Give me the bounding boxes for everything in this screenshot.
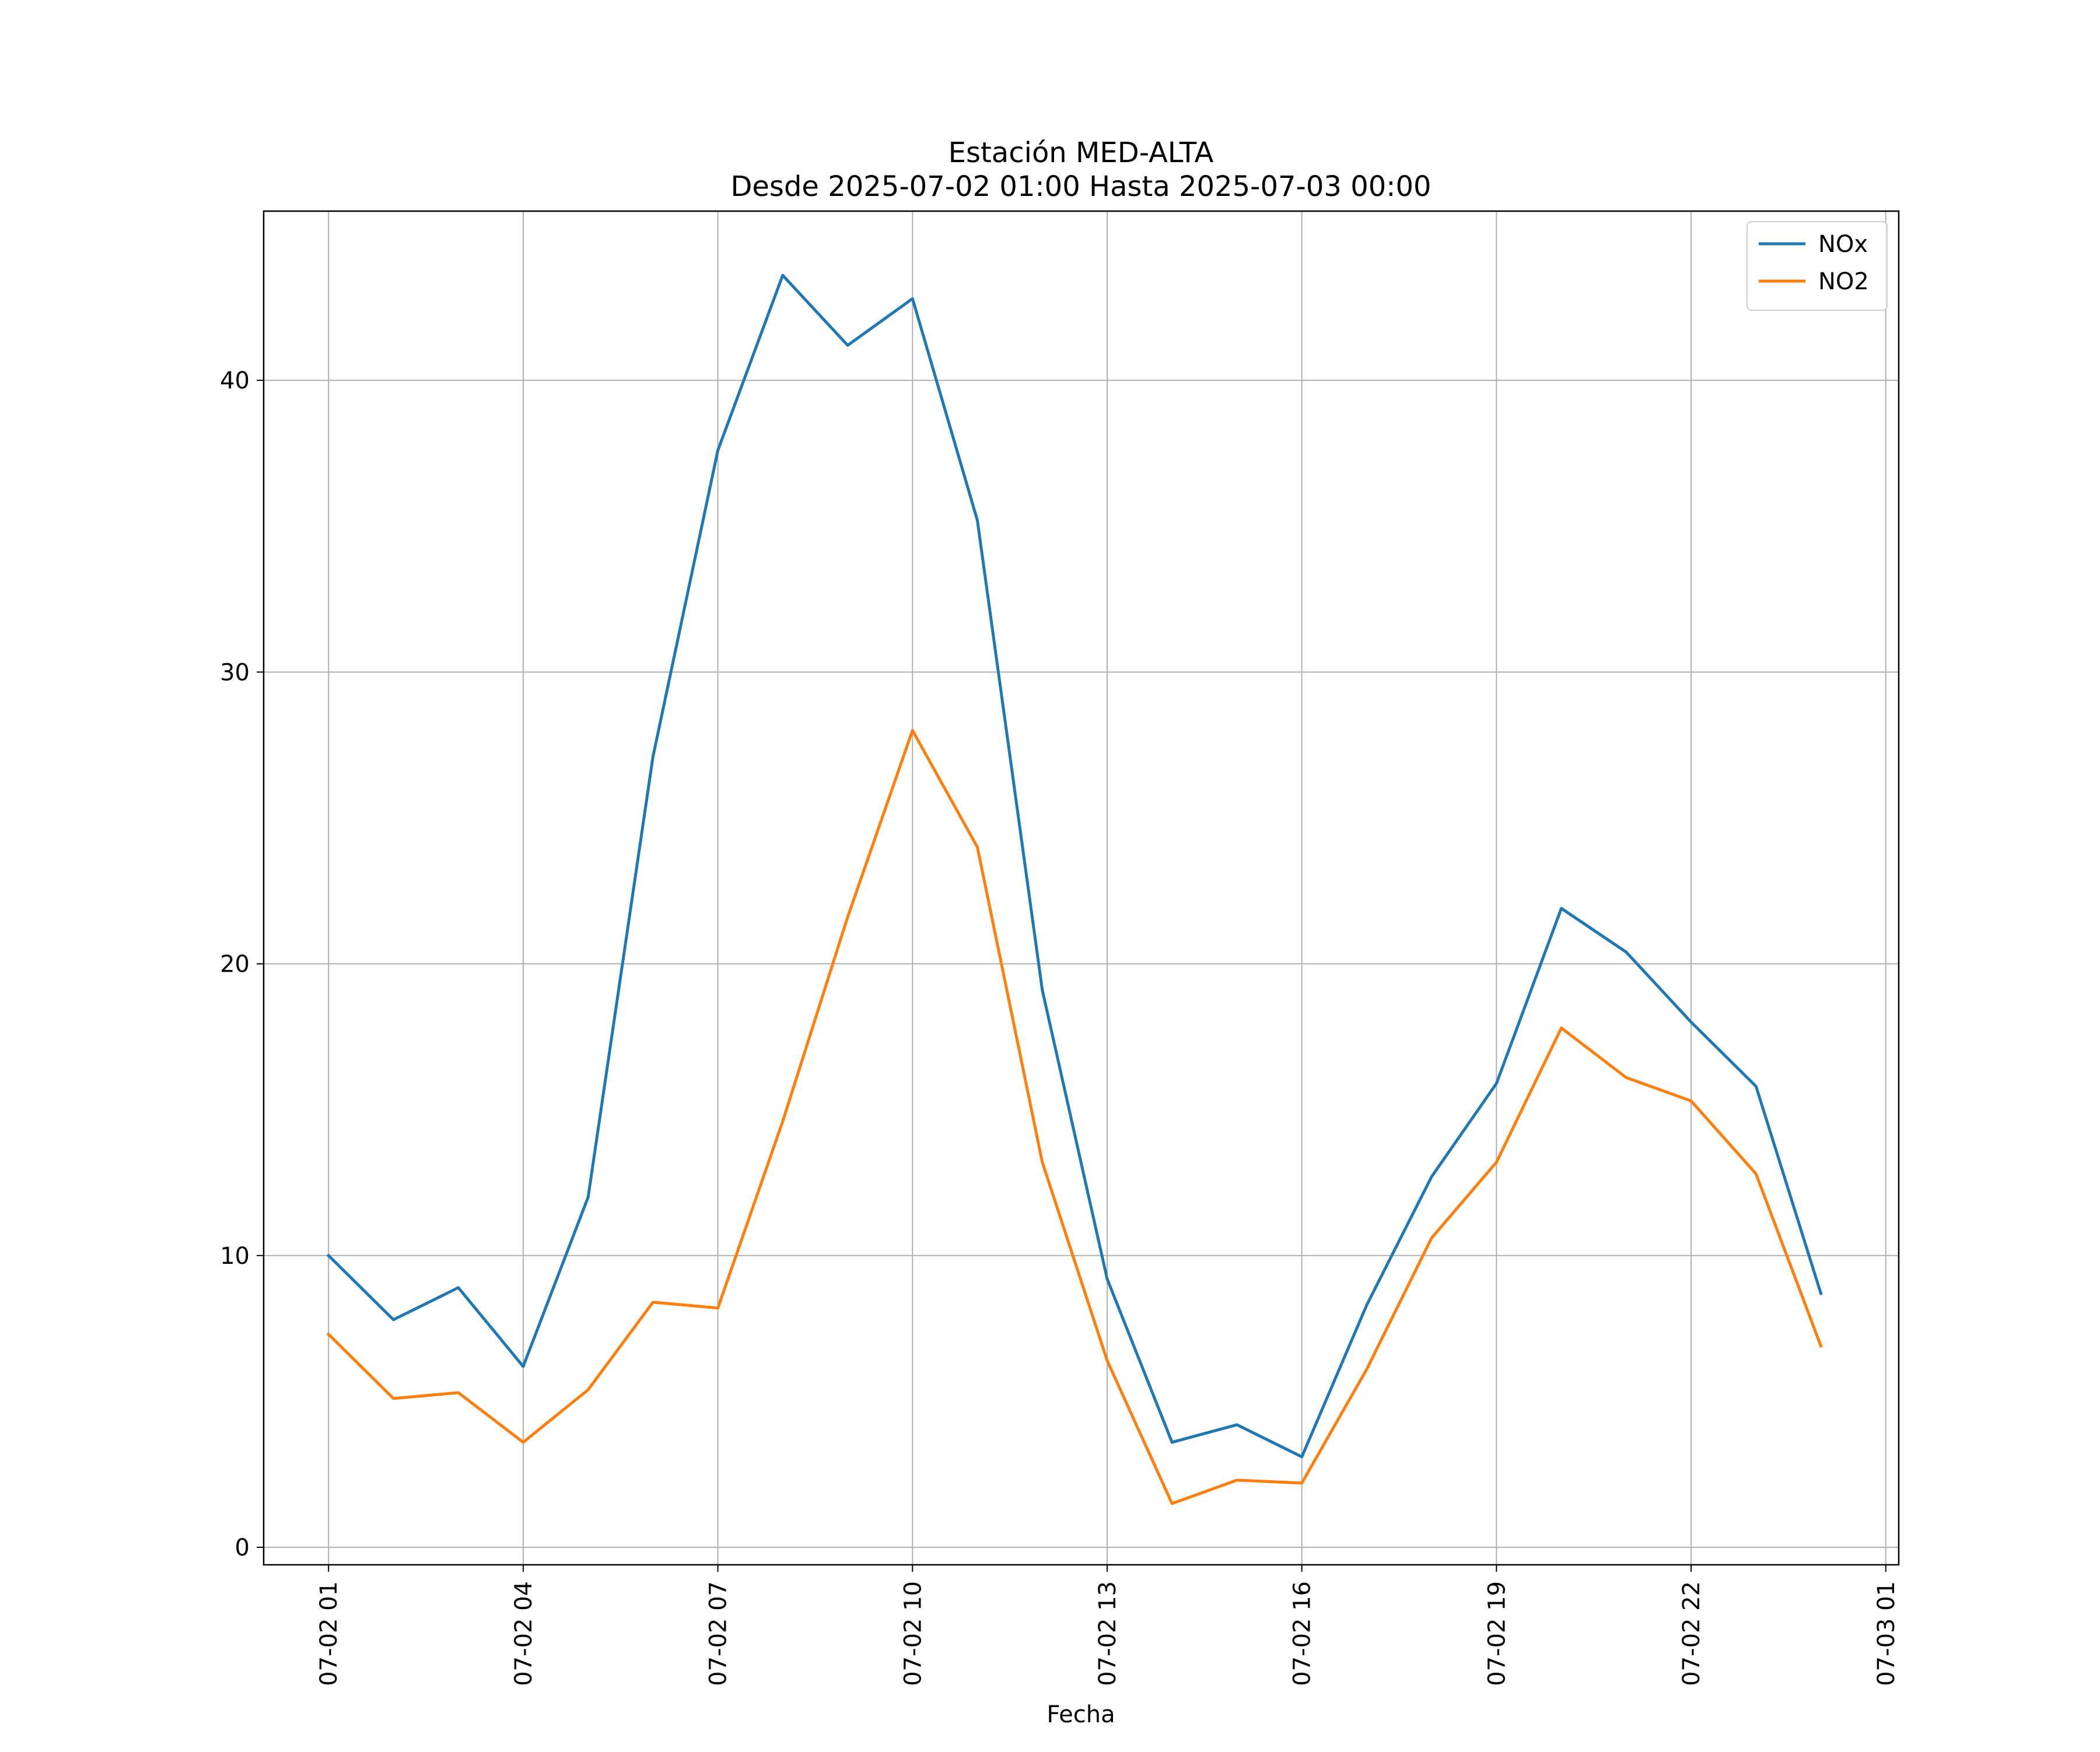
x-tick-label: 07-02 01 (316, 1581, 342, 1686)
x-tick-label: 07-02 16 (1289, 1581, 1316, 1686)
y-tick-label: 40 (220, 367, 250, 394)
series-line-nox (326, 274, 1823, 1459)
grid (264, 211, 1899, 1565)
x-tick-label: 07-02 13 (1094, 1581, 1121, 1686)
x-tick-label: 07-02 22 (1678, 1581, 1705, 1686)
ticks: 0 10 20 30 40 07-02 01 07-02 04 07-02 07 07-02 1… (220, 367, 1900, 1686)
x-tick-label: 07-02 07 (705, 1581, 732, 1686)
y-tick-label: 0 (235, 1534, 250, 1561)
y-tick-label: 30 (220, 659, 250, 686)
chart-title: Estación MED-ALTA (949, 136, 1214, 169)
legend: NOx NO2 (1746, 221, 1888, 311)
y-tick-label: 20 (220, 951, 250, 978)
x-tick-label: 07-02 04 (510, 1581, 537, 1686)
plot-frame (262, 210, 1900, 1566)
legend-label: NO2 (1818, 268, 1869, 295)
series-line-no2 (326, 728, 1823, 1505)
chart-subtitle: Desde 2025-07-02 01:00 Hasta 2025-07-03 … (730, 170, 1431, 203)
x-tick-label: 07-02 10 (900, 1581, 926, 1686)
x-tick-label: 07-02 19 (1483, 1581, 1510, 1686)
series-lines (326, 274, 1823, 1505)
x-tick-label: 07-03 01 (1873, 1581, 1900, 1686)
x-axis-label: Fecha (1046, 1701, 1115, 1728)
legend-label: NOx (1818, 231, 1868, 258)
y-tick-label: 10 (220, 1243, 250, 1270)
